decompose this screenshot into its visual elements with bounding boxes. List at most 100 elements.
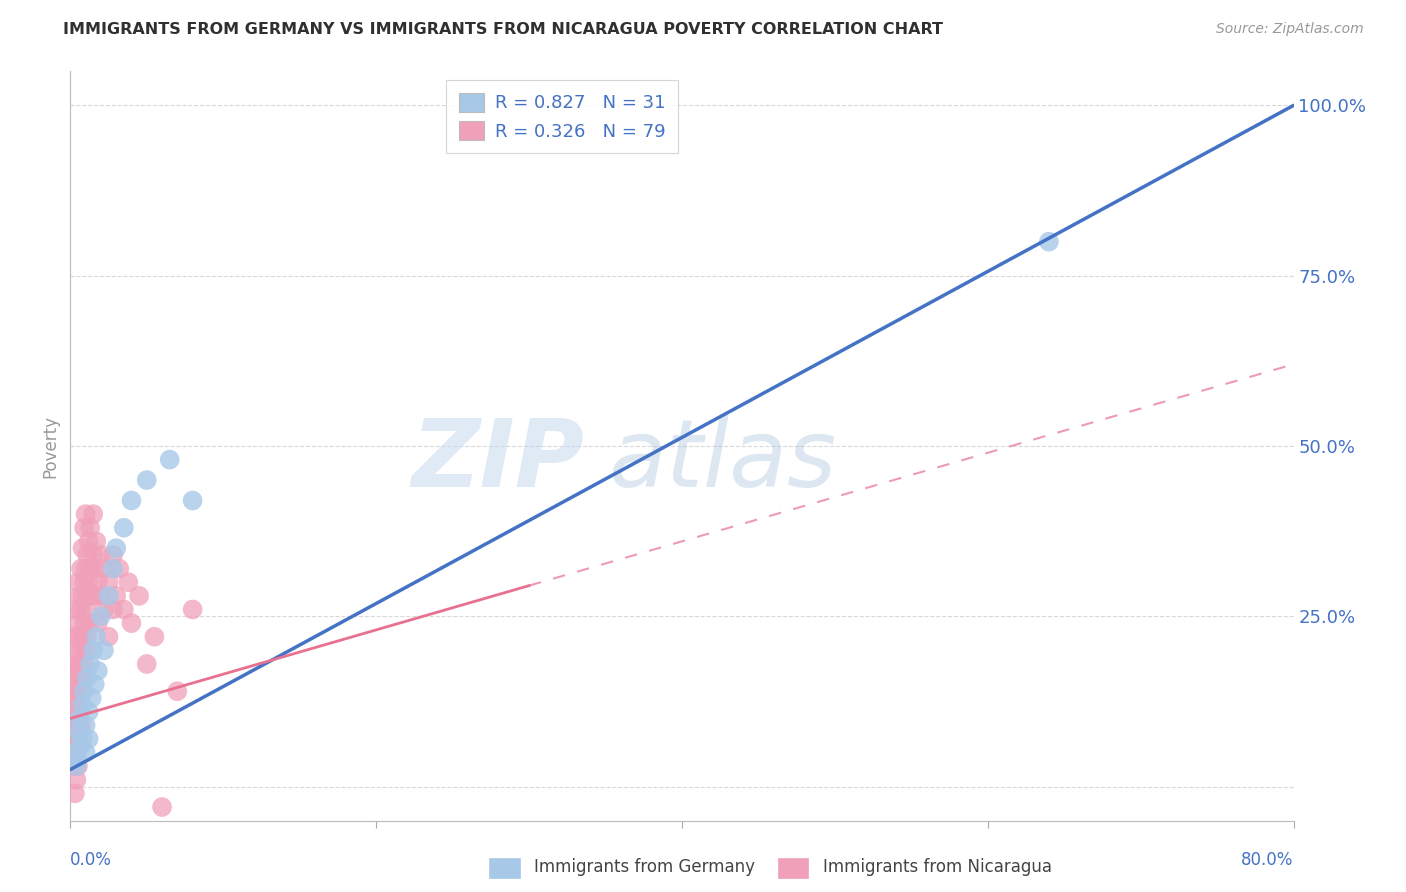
Point (105, 589, 128, 603)
Point (75, 507, 97, 521)
Point (84, 534, 107, 549)
Point (82, 643, 104, 657)
Text: 80.0%: 80.0% (1241, 851, 1294, 869)
Point (75, 746, 97, 760)
Point (62, 739, 84, 753)
Point (105, 541, 128, 556)
Point (82, 548, 104, 562)
Point (70, 602, 93, 616)
Point (66, 752, 89, 766)
Point (65, 746, 87, 760)
Point (1038, 235, 1060, 249)
Point (70, 561, 93, 575)
Point (70, 643, 93, 657)
Point (72, 630, 94, 644)
Point (83, 677, 105, 691)
Point (90, 589, 112, 603)
Point (135, 657, 157, 671)
Point (75, 561, 97, 575)
Point (70, 739, 93, 753)
Point (63, 630, 86, 644)
Point (63, 786, 86, 800)
Point (72, 589, 94, 603)
Text: Immigrants from Germany: Immigrants from Germany (534, 858, 755, 876)
Point (108, 561, 131, 575)
Point (63, 746, 86, 760)
Point (69, 711, 91, 725)
Point (97, 630, 120, 644)
Y-axis label: Poverty: Poverty (41, 415, 59, 477)
Point (79, 657, 101, 671)
Point (80, 691, 103, 706)
Point (76, 630, 98, 644)
Point (87, 664, 110, 678)
Point (77, 731, 100, 746)
Point (73, 657, 96, 671)
Point (93, 561, 115, 575)
Point (87, 575, 110, 590)
Text: IMMIGRANTS FROM GERMANY VS IMMIGRANTS FROM NICARAGUA POVERTY CORRELATION CHART: IMMIGRANTS FROM GERMANY VS IMMIGRANTS FR… (63, 22, 943, 37)
Point (69, 671, 91, 685)
Point (90, 609, 112, 624)
Point (72, 698, 94, 712)
Point (63, 759, 86, 773)
Point (72, 541, 94, 556)
Point (101, 548, 124, 562)
Point (69, 630, 91, 644)
Point (77, 534, 100, 549)
Point (66, 725, 89, 739)
Point (73, 521, 96, 535)
Point (82, 589, 104, 603)
Point (73, 575, 96, 590)
Point (76, 548, 98, 562)
Point (159, 452, 181, 467)
Point (181, 493, 204, 508)
Point (166, 684, 188, 698)
Point (79, 521, 101, 535)
Point (87, 616, 110, 631)
Legend: R = 0.827   N = 31, R = 0.326   N = 79: R = 0.827 N = 31, R = 0.326 N = 79 (446, 80, 678, 153)
Point (181, 602, 204, 616)
Point (73, 616, 96, 631)
Point (66, 657, 89, 671)
Point (70, 684, 93, 698)
Point (69, 589, 91, 603)
Point (63, 664, 86, 678)
Text: Immigrants from Nicaragua: Immigrants from Nicaragua (823, 858, 1052, 876)
Point (62, 657, 84, 671)
Point (112, 521, 135, 535)
Point (62, 711, 84, 725)
Point (101, 602, 124, 616)
Point (75, 718, 97, 732)
Point (72, 731, 94, 746)
Point (69, 739, 91, 753)
Point (128, 589, 150, 603)
Point (66, 759, 89, 773)
Text: ZIP: ZIP (411, 415, 583, 507)
Text: atlas: atlas (609, 416, 837, 507)
Point (75, 602, 97, 616)
Point (65, 711, 87, 725)
Point (66, 725, 89, 739)
Text: Source: ZipAtlas.com: Source: ZipAtlas.com (1216, 22, 1364, 37)
Point (77, 705, 100, 719)
Point (97, 589, 120, 603)
Point (73, 684, 96, 698)
Point (150, 800, 173, 814)
Point (65, 677, 87, 691)
Point (135, 473, 157, 487)
Point (90, 548, 112, 562)
Point (76, 671, 98, 685)
Point (117, 575, 139, 590)
Point (66, 691, 89, 706)
Point (112, 602, 135, 616)
Point (63, 698, 86, 712)
Point (65, 772, 87, 787)
Point (93, 602, 115, 616)
Point (93, 643, 115, 657)
Point (80, 589, 103, 603)
Point (77, 616, 100, 631)
Point (72, 671, 94, 685)
Point (83, 561, 105, 575)
Point (121, 616, 143, 631)
